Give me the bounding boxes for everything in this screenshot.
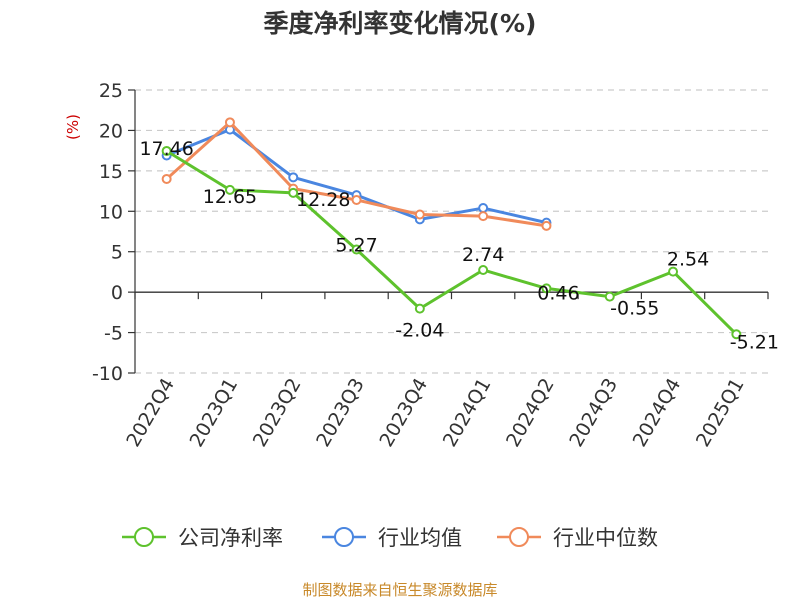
data-label: 17.46 bbox=[139, 138, 193, 160]
data-point bbox=[161, 173, 172, 184]
x-tick-label: 2024Q4 bbox=[629, 375, 686, 451]
y-tick-label: 15 bbox=[99, 161, 123, 183]
legend-label: 公司净利率 bbox=[178, 526, 283, 550]
data-point bbox=[288, 187, 299, 198]
legend-item-1[interactable]: 行业均值 bbox=[322, 526, 462, 550]
data-label: -2.04 bbox=[395, 320, 444, 342]
data-label: -5.21 bbox=[730, 331, 779, 353]
legend-label: 行业中位数 bbox=[553, 526, 658, 550]
x-tick-label: 2023Q4 bbox=[375, 375, 432, 451]
data-point bbox=[668, 266, 679, 277]
legend: 公司净利率 行业均值 行业中位数 bbox=[122, 526, 658, 550]
series-line bbox=[166, 128, 547, 225]
data-label: -0.55 bbox=[610, 298, 659, 320]
series-line bbox=[165, 149, 738, 336]
series-0 bbox=[161, 145, 742, 340]
legend-swatch-marker bbox=[134, 527, 154, 547]
data-label: 12.65 bbox=[203, 186, 257, 208]
y-tick-label: -5 bbox=[104, 323, 123, 345]
y-tick-label: 20 bbox=[99, 120, 123, 142]
data-label: 2.54 bbox=[667, 249, 709, 271]
x-tick-label: 2022Q4 bbox=[122, 375, 179, 451]
data-point bbox=[224, 117, 235, 128]
data-label: 2.74 bbox=[462, 244, 504, 266]
x-tick-label: 2024Q2 bbox=[502, 375, 559, 451]
chart-title: 季度净利率变化情况(%) bbox=[264, 9, 537, 38]
data-point bbox=[541, 220, 552, 231]
legend-swatch-marker bbox=[334, 527, 354, 547]
data-label: 12.28 bbox=[296, 189, 350, 211]
y-axis-label: (%) bbox=[64, 114, 82, 140]
source-note: 制图数据来自恒生聚源数据库 bbox=[302, 581, 497, 599]
data-point bbox=[478, 203, 489, 214]
y-tick-label: 5 bbox=[111, 242, 123, 264]
y-tick-label: 25 bbox=[99, 80, 123, 102]
legend-item-2[interactable]: 行业中位数 bbox=[497, 526, 658, 550]
data-point bbox=[604, 291, 615, 302]
y-tick-label: 10 bbox=[99, 201, 123, 223]
x-tick-label: 2023Q3 bbox=[312, 375, 369, 451]
data-label-layer: 17.46 12.65 12.28 5.27 -2.04 2.74 0.46 -0.55 2.5… bbox=[139, 138, 778, 353]
data-label: 0.46 bbox=[537, 282, 579, 304]
x-tick-label: 2025Q1 bbox=[692, 375, 749, 451]
data-point bbox=[351, 244, 362, 255]
data-point bbox=[478, 211, 489, 222]
data-point bbox=[478, 264, 489, 275]
x-tick-label: 2023Q1 bbox=[186, 375, 243, 451]
series-layer bbox=[161, 117, 742, 340]
y-tick-label: 0 bbox=[111, 282, 123, 304]
data-label: 5.27 bbox=[335, 235, 377, 257]
legend-swatch-marker bbox=[509, 527, 529, 547]
legend-label: 行业均值 bbox=[378, 526, 462, 550]
x-tick-label: 2023Q2 bbox=[249, 375, 306, 451]
data-point bbox=[414, 303, 425, 314]
x-tick-label: 2024Q3 bbox=[565, 375, 622, 451]
legend-item-0[interactable]: 公司净利率 bbox=[122, 526, 283, 550]
data-point bbox=[414, 209, 425, 220]
series-2 bbox=[161, 117, 552, 231]
data-point bbox=[541, 283, 552, 294]
data-point bbox=[224, 184, 235, 195]
data-point bbox=[161, 145, 172, 156]
y-tick-label: -10 bbox=[92, 363, 123, 385]
data-point bbox=[731, 329, 742, 340]
x-tick-label: 2024Q1 bbox=[439, 375, 496, 451]
data-point bbox=[288, 172, 299, 183]
data-point bbox=[351, 194, 362, 205]
